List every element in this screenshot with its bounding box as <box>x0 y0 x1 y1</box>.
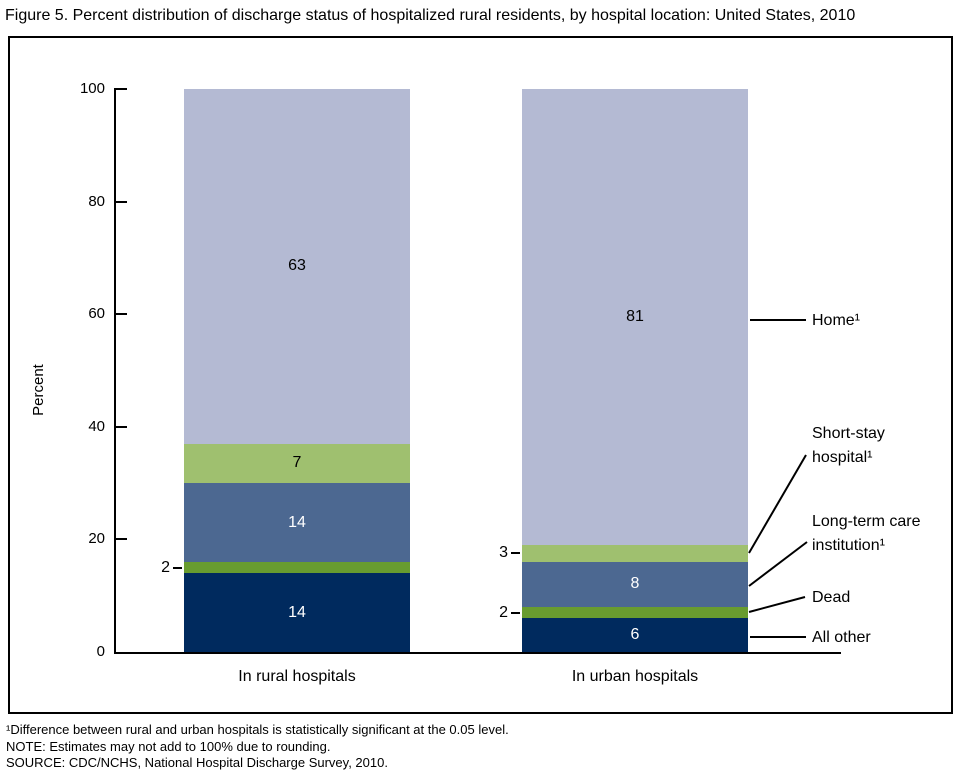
figure-title: Figure 5. Percent distribution of discha… <box>5 7 856 24</box>
footnote-source: SOURCE: CDC/NCHS, National Hospital Disc… <box>6 755 388 770</box>
chart-frame <box>8 36 953 714</box>
y-axis-title: Percent <box>30 364 47 416</box>
series-label-dead: Dead <box>812 589 851 606</box>
footnote-note: NOTE: Estimates may not add to 100% due … <box>6 738 331 754</box>
series-label-allother: All other <box>812 629 871 646</box>
series-label-longterm: Long-term care institution¹ <box>812 513 921 554</box>
x-category-label-urban: In urban hospitals <box>571 668 699 685</box>
series-label-shortstay: Short-stay hospital¹ <box>812 425 885 466</box>
footnotes: ¹Difference between rural and urban hosp… <box>6 722 946 772</box>
footnote-significance: ¹Difference between rural and urban hosp… <box>6 722 509 737</box>
x-category-label-rural: In rural hospitals <box>238 668 356 685</box>
series-label-home: Home¹ <box>812 312 861 329</box>
